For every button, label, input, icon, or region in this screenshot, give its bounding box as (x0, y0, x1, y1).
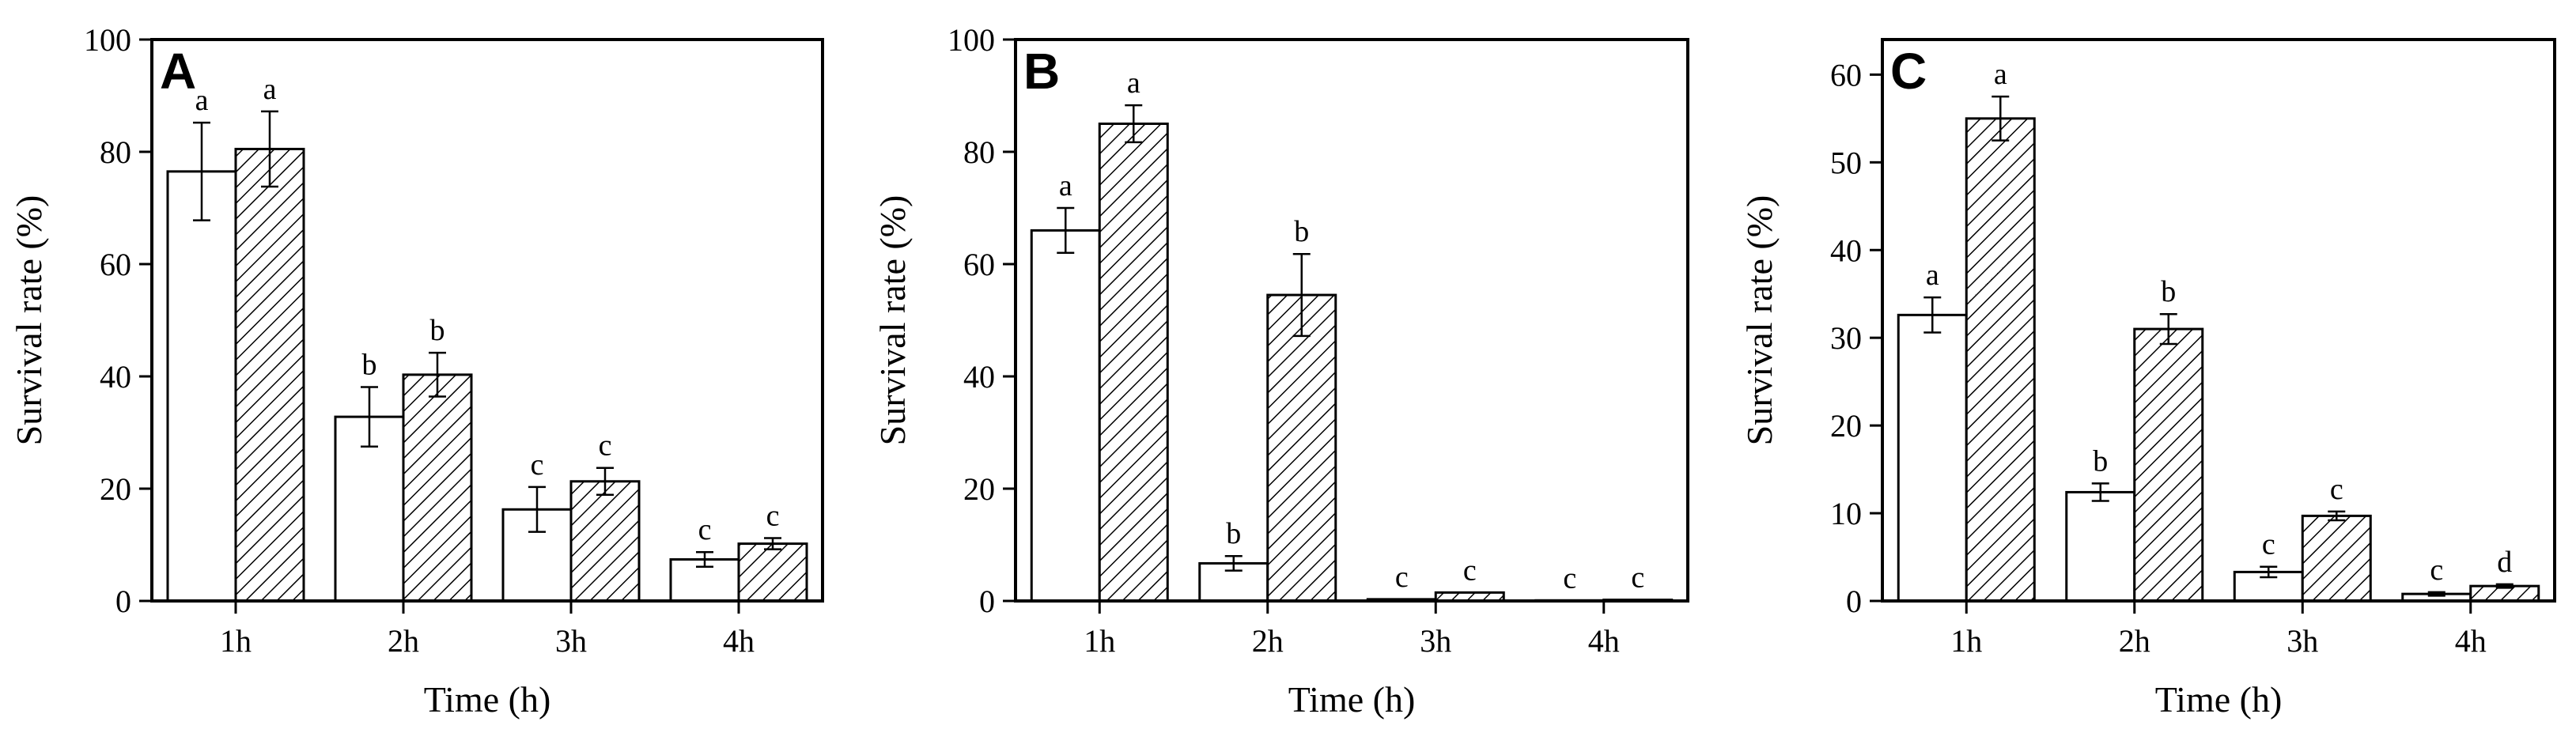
x-tick-label: 3h (555, 623, 587, 659)
bar (1965, 117, 2036, 603)
bar (234, 147, 305, 603)
bar (1897, 313, 1968, 603)
panel-label: C (1890, 43, 1927, 100)
chart-panel-b: a b c c a b c c 0 20 40 60 80 100 1h 2h 3h 4h Time (h) Surv… (872, 22, 1689, 720)
bar (1030, 229, 1101, 603)
x-tick-label: 1h (220, 623, 252, 659)
significance-letter: b (362, 348, 377, 381)
significance-letter: a (1127, 66, 1140, 100)
significance-letter: c (1463, 554, 1477, 587)
significance-letter: c (766, 499, 780, 532)
significance-letter: d (2497, 546, 2512, 579)
plot-frame (1881, 38, 2556, 603)
y-axis-title: Survival rate (%) (9, 195, 49, 446)
x-tick-label: 3h (1420, 623, 1451, 659)
chart-panel-c: a b c c a b c d 0 10 20 30 40 50 60 1h 2h 3h 4h Time (h) Sur… (1739, 38, 2556, 720)
y-tick-label: 100 (948, 22, 995, 58)
y-tick-label: 50 (1830, 145, 1862, 180)
x-tick-label: 2h (2119, 623, 2150, 659)
significance-letter: c (531, 448, 544, 482)
y-tick-label: 0 (115, 584, 131, 619)
plot-frame (1014, 38, 1689, 603)
x-tick-label: 4h (723, 623, 755, 659)
x-tick-label: 2h (1252, 623, 1284, 659)
y-tick-label: 20 (100, 471, 131, 507)
y-tick-label: 30 (1830, 320, 1862, 356)
significance-letter: c (1631, 561, 1644, 595)
bar (1266, 293, 1337, 603)
significance-letter: c (2262, 528, 2275, 561)
significance-letter: a (1059, 169, 1072, 202)
y-tick-label: 80 (963, 134, 995, 170)
bar (1098, 123, 1169, 603)
y-tick-label: 0 (1846, 584, 1862, 619)
significance-letter: b (2161, 275, 2176, 308)
y-tick-label: 40 (1830, 232, 1862, 268)
y-tick-label: 40 (100, 359, 131, 395)
significance-letter: c (1395, 561, 1409, 594)
significance-letter: b (1226, 517, 1241, 550)
significance-letter: b (2093, 444, 2108, 478)
bar (2133, 327, 2204, 603)
y-tick-label: 20 (1830, 408, 1862, 444)
y-tick-label: 60 (1830, 57, 1862, 93)
x-tick-label: 4h (2455, 623, 2487, 659)
y-tick-label: 0 (979, 584, 995, 619)
x-axis-title: Time (h) (1288, 679, 1416, 720)
bar (737, 542, 808, 603)
plot-frame (150, 38, 824, 603)
significance-letter: a (1926, 259, 1939, 292)
significance-letter: b (430, 314, 445, 347)
y-tick-label: 40 (963, 359, 995, 395)
bar (402, 373, 473, 603)
x-tick-label: 4h (1588, 623, 1620, 659)
x-axis-title: Time (h) (424, 679, 551, 720)
significance-letter: a (263, 73, 277, 106)
y-tick-label: 10 (1830, 496, 1862, 531)
significance-letter: c (2330, 473, 2343, 506)
significance-letter: a (195, 84, 209, 117)
significance-letter: b (1294, 215, 1309, 248)
bar (2301, 514, 2372, 603)
significance-letter: c (1563, 561, 1576, 595)
significance-letter: a (1994, 58, 2007, 91)
y-tick-label: 100 (84, 22, 131, 58)
panel-label: A (160, 43, 196, 100)
x-tick-label: 1h (1950, 623, 1982, 659)
chart-panel-a: a b c c a b c c 0 20 40 60 80 100 1h 2h 3h 4h Time (h) Surv… (9, 22, 824, 720)
x-tick-label: 1h (1084, 623, 1115, 659)
x-tick-label: 2h (388, 623, 419, 659)
bar (166, 170, 237, 603)
y-axis-title: Survival rate (%) (872, 195, 913, 446)
x-axis-title: Time (h) (2155, 679, 2283, 720)
significance-letter: c (698, 513, 712, 546)
significance-letter: c (599, 429, 612, 463)
bar (569, 480, 641, 603)
bar (2065, 490, 2136, 603)
y-tick-label: 20 (963, 471, 995, 507)
y-tick-label: 60 (100, 247, 131, 282)
panel-label: B (1023, 43, 1060, 100)
y-tick-label: 60 (963, 247, 995, 282)
significance-letter: c (2430, 554, 2443, 587)
x-tick-label: 3h (2287, 623, 2318, 659)
y-tick-label: 80 (100, 134, 131, 170)
y-axis-title: Survival rate (%) (1739, 195, 1780, 446)
